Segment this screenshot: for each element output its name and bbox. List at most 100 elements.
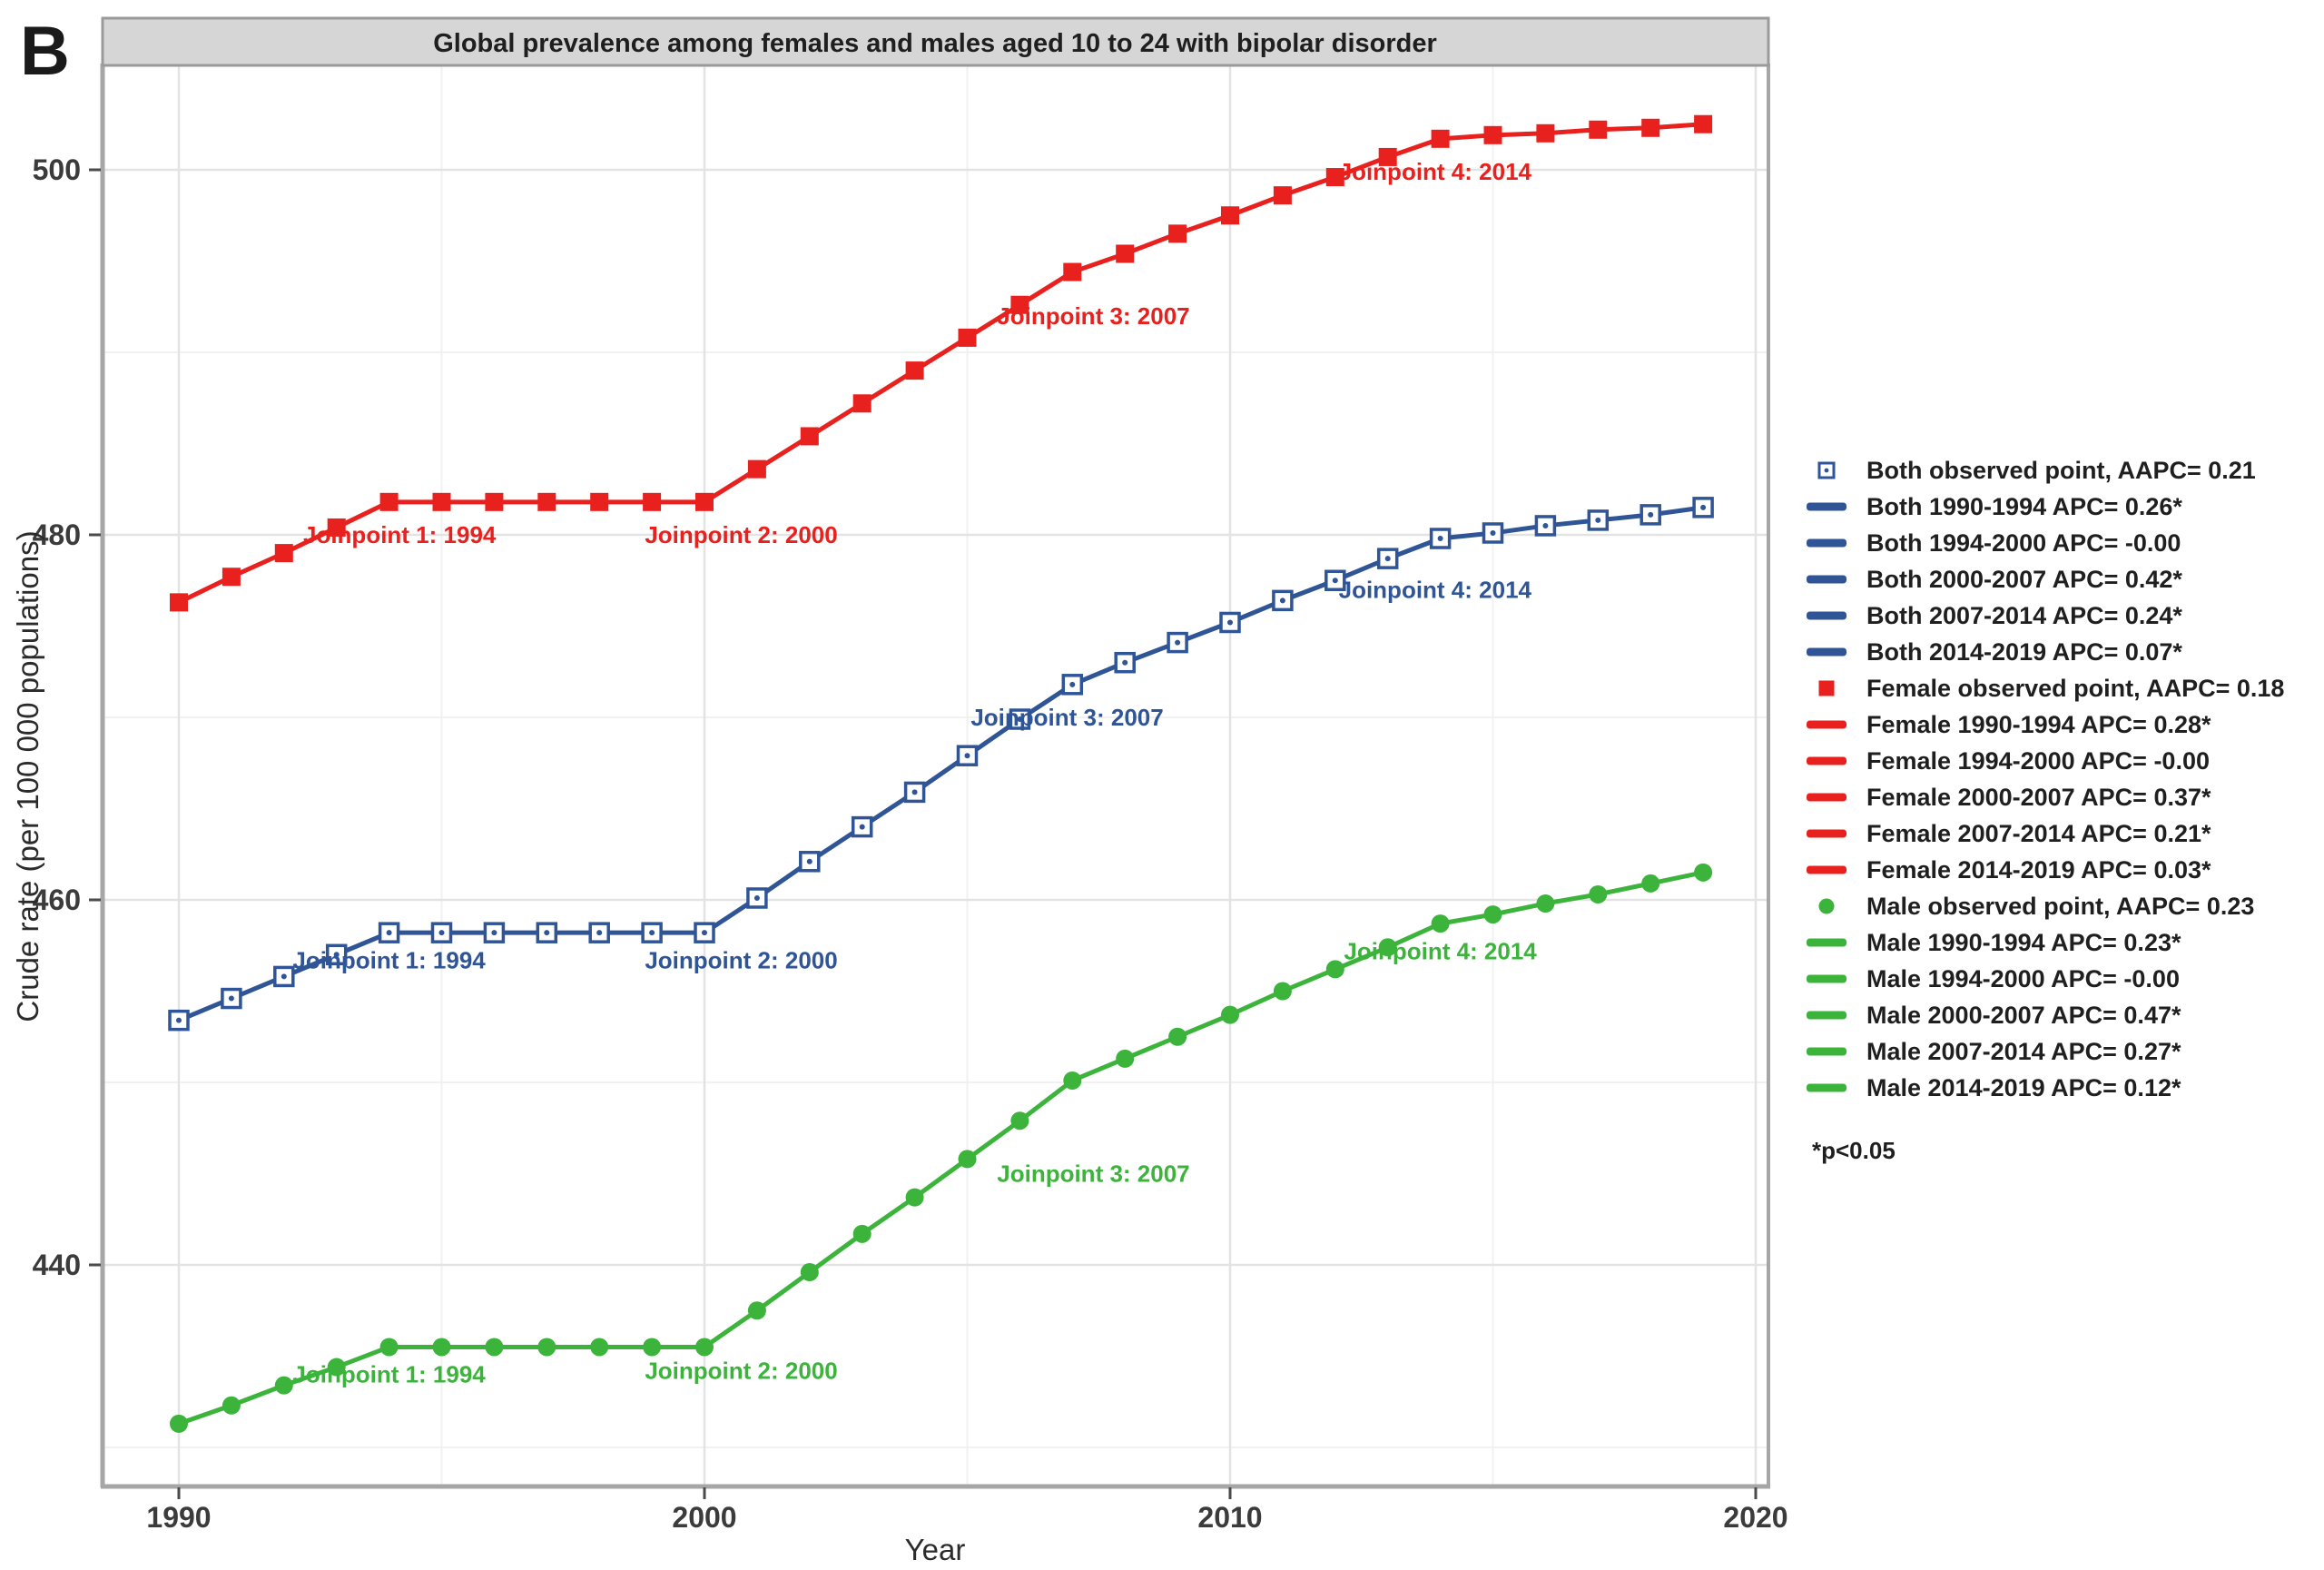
marker-both-dot (1542, 522, 1549, 528)
legend-item: Both 2007-2014 APC= 0.24* (1807, 602, 2182, 629)
legend-footnote: *p<0.05 (1812, 1137, 1896, 1164)
y-tick-label: 460 (33, 884, 81, 916)
marker-both-dot (702, 930, 707, 936)
marker-both-dot (386, 930, 392, 936)
legend-item: Male 2000-2007 APC= 0.47* (1807, 1002, 2181, 1029)
marker-male (1589, 884, 1608, 903)
marker-female (327, 518, 346, 537)
marker-male (905, 1188, 924, 1207)
marker-male (695, 1338, 714, 1357)
legend-item: Male 1994-2000 APC= -0.00 (1807, 965, 2180, 992)
legend-line-swatch (1807, 1083, 1846, 1092)
marker-both-dot (1227, 619, 1233, 626)
marker-both-dot (544, 930, 550, 936)
marker-both-dot (491, 930, 497, 936)
legend-item-label: Both observed point, AAPC= 0.21 (1866, 457, 2256, 484)
marker-male (1378, 938, 1397, 957)
marker-female (1116, 244, 1135, 263)
x-tick-label: 2010 (1197, 1501, 1262, 1534)
marker-male (590, 1338, 609, 1357)
marker-male (1431, 914, 1450, 933)
marker-both-dot (1595, 517, 1601, 523)
legend-item: Male 1990-1994 APC= 0.23* (1807, 929, 2181, 956)
annotation-label: Joinpoint 2: 2000 (645, 1358, 837, 1385)
marker-male (170, 1414, 188, 1433)
marker-both-dot (649, 930, 655, 936)
marker-male (1325, 960, 1344, 979)
marker-female (170, 593, 188, 612)
marker-male (327, 1358, 346, 1377)
y-tick-label: 480 (33, 518, 81, 551)
marker-female (1641, 118, 1660, 137)
legend-square-open-dot (1824, 468, 1829, 473)
annotation-label: Joinpoint 1: 1994 (292, 946, 486, 973)
title-strip: Global prevalence among females and male… (101, 16, 1770, 67)
marker-male (274, 1376, 293, 1395)
legend-item: Female 2000-2007 APC= 0.37* (1807, 784, 2211, 811)
marker-female (1378, 147, 1397, 166)
legend-square-swatch (1818, 680, 1835, 696)
x-tick-label: 2020 (1723, 1501, 1787, 1534)
annotation-label: Joinpoint 2: 2000 (645, 946, 837, 973)
marker-male (432, 1338, 451, 1357)
marker-male (852, 1224, 872, 1243)
marker-female (695, 492, 714, 511)
x-tick-label: 1990 (146, 1501, 211, 1534)
legend-line-swatch (1807, 829, 1846, 838)
annotation-label: Joinpoint 3: 2007 (997, 1160, 1189, 1188)
panel-label: B (20, 13, 70, 90)
gridlines-major (103, 65, 1768, 1486)
legend-line-swatch (1807, 538, 1846, 548)
marker-male (1116, 1049, 1135, 1068)
legend-item: Both 2014-2019 APC= 0.07* (1807, 638, 2182, 666)
x-tick-label: 2000 (672, 1501, 736, 1534)
legend-item-label: Both 2007-2014 APC= 0.24* (1866, 602, 2182, 629)
marker-both-dot (1017, 716, 1023, 723)
legend-line-swatch (1807, 611, 1846, 620)
marker-male (1536, 894, 1555, 913)
legend-item-label: Male 1990-1994 APC= 0.23* (1866, 929, 2181, 956)
marker-both-dot (806, 858, 812, 864)
legend-line-swatch (1807, 720, 1846, 729)
marker-female (1536, 123, 1555, 143)
legend-item: Male 2014-2019 APC= 0.12* (1807, 1074, 2181, 1101)
marker-both-dot (228, 995, 234, 1002)
marker-female (485, 492, 504, 511)
legend-circle-swatch (1818, 898, 1835, 914)
marker-female (1273, 186, 1292, 205)
annotation-label: Joinpoint 4: 2014 (1344, 937, 1537, 964)
annotation-label: Joinpoint 1: 1994 (303, 521, 497, 548)
joinpoint-annotations: Joinpoint 1: 1994 Joinpoint 2: 2000 Joinpo… (292, 158, 1537, 1388)
annotation-label: Joinpoint 3: 2007 (997, 302, 1189, 330)
legend-item: Both 1990-1994 APC= 0.26* (1807, 493, 2182, 520)
marker-female (643, 492, 662, 511)
annotation-label: Joinpoint 2: 2000 (645, 521, 837, 548)
marker-female (1589, 120, 1608, 139)
legend-item-label: Male 2014-2019 APC= 0.12* (1866, 1074, 2181, 1101)
marker-both-dot (753, 894, 760, 901)
legend-item-label: Both 1994-2000 APC= -0.00 (1866, 529, 2181, 557)
marker-female (1694, 114, 1713, 133)
legend-item: Both 2000-2007 APC= 0.42* (1807, 566, 2182, 593)
legend-line-swatch (1807, 1047, 1846, 1056)
marker-both-dot (859, 824, 865, 830)
marker-male (1010, 1111, 1029, 1131)
marker-both-dot (1122, 659, 1128, 666)
chart-title: Global prevalence among females and male… (433, 29, 1437, 58)
marker-both-dot (1175, 639, 1181, 646)
legend-item: Female 2014-2019 APC= 0.03* (1807, 856, 2211, 884)
marker-male (379, 1338, 399, 1357)
marker-female (1483, 125, 1502, 144)
y-tick-label: 440 (33, 1249, 81, 1281)
marker-both-dot (596, 930, 603, 936)
marker-male (958, 1150, 977, 1169)
marker-both-dot (1700, 504, 1707, 510)
marker-both-dot (333, 952, 340, 958)
legend-item-label: Female observed point, AAPC= 0.18 (1866, 675, 2284, 702)
marker-female (958, 328, 977, 347)
marker-female (1221, 206, 1239, 225)
marker-both-dot (1437, 536, 1443, 542)
marker-female (1063, 262, 1082, 281)
marker-male (1641, 874, 1660, 893)
